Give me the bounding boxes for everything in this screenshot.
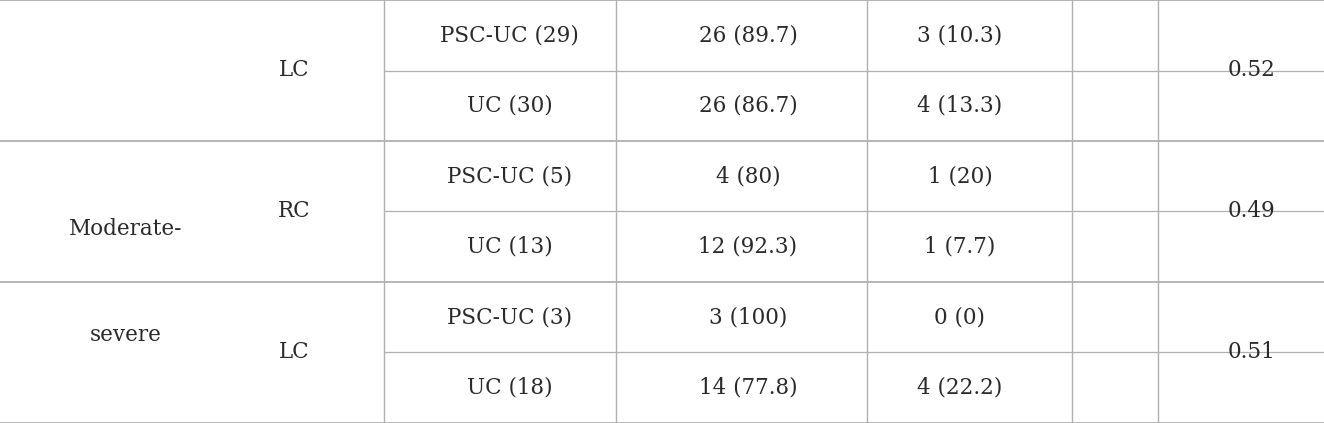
Text: 12 (92.3): 12 (92.3) <box>699 236 797 258</box>
Text: 0.52: 0.52 <box>1227 60 1275 82</box>
Text: 26 (86.7): 26 (86.7) <box>699 95 797 117</box>
Text: RC: RC <box>278 201 310 222</box>
Text: 0.51: 0.51 <box>1227 341 1275 363</box>
Text: 4 (22.2): 4 (22.2) <box>918 377 1002 399</box>
Text: 4 (80): 4 (80) <box>716 165 780 187</box>
Text: 1 (7.7): 1 (7.7) <box>924 236 996 258</box>
Text: LC: LC <box>278 341 310 363</box>
Text: PSC-UC (3): PSC-UC (3) <box>448 306 572 328</box>
Text: 0 (0): 0 (0) <box>935 306 985 328</box>
Text: PSC-UC (29): PSC-UC (29) <box>441 24 579 46</box>
Text: UC (30): UC (30) <box>467 95 552 117</box>
Text: 4 (13.3): 4 (13.3) <box>918 95 1002 117</box>
Text: LC: LC <box>278 60 310 82</box>
Text: 0.49: 0.49 <box>1227 201 1275 222</box>
Text: 1 (20): 1 (20) <box>928 165 992 187</box>
Text: 26 (89.7): 26 (89.7) <box>699 24 797 46</box>
Text: PSC-UC (5): PSC-UC (5) <box>448 165 572 187</box>
Text: 3 (100): 3 (100) <box>708 306 788 328</box>
Text: severe: severe <box>90 324 162 346</box>
Text: UC (13): UC (13) <box>467 236 552 258</box>
Text: UC (18): UC (18) <box>467 377 552 399</box>
Text: 3 (10.3): 3 (10.3) <box>918 24 1002 46</box>
Text: Moderate-: Moderate- <box>69 218 183 240</box>
Text: 14 (77.8): 14 (77.8) <box>699 377 797 399</box>
